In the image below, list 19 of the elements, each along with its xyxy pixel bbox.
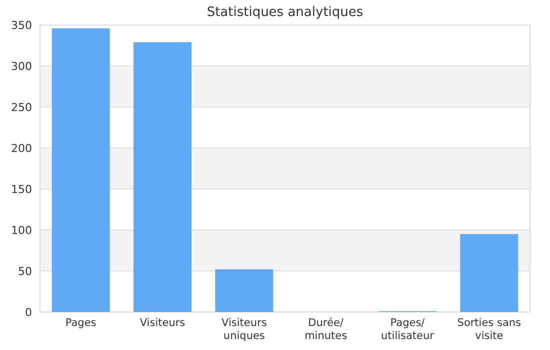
bar xyxy=(215,269,274,312)
y-tick-label: 300 xyxy=(11,60,32,73)
x-tick-label: Visiteurs xyxy=(140,317,186,329)
x-tick-label: Pages/utilisateur xyxy=(381,317,435,342)
y-tick-label: 250 xyxy=(11,100,32,114)
x-tick-label: Visiteurs uniques xyxy=(222,317,267,342)
chart-title: Statistiques analytiques xyxy=(206,5,364,20)
x-tick-label: Durée/minutes xyxy=(304,317,348,342)
y-tick-label: 0 xyxy=(25,306,32,319)
x-tick-label: Sorties sans visite xyxy=(457,317,522,342)
bar xyxy=(460,234,518,312)
bar xyxy=(134,42,192,312)
y-tick-label: 100 xyxy=(11,224,32,237)
y-tick-label: 50 xyxy=(18,264,32,278)
y-tick-label: 200 xyxy=(11,142,32,155)
y-tick-label: 150 xyxy=(11,182,32,196)
y-tick-label: 350 xyxy=(11,18,32,32)
bar xyxy=(52,28,110,312)
x-tick-label: Pages xyxy=(65,317,96,329)
